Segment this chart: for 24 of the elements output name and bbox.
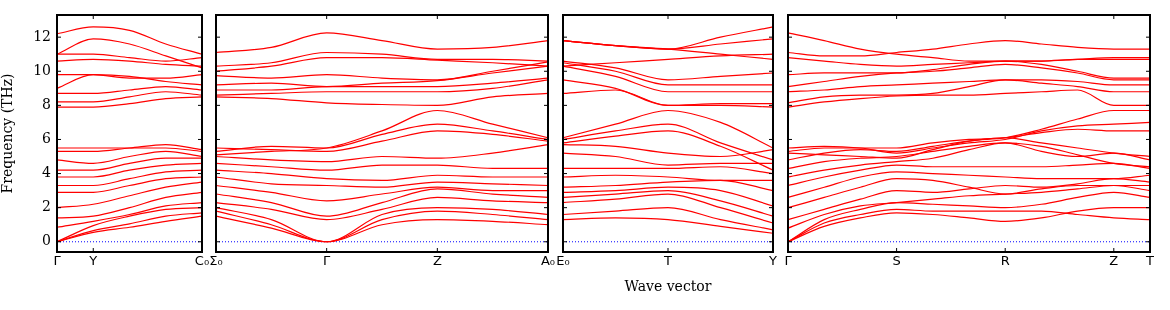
y-tick-label: 4 <box>42 164 52 181</box>
x-tick-label: A₀ <box>540 253 556 269</box>
x-tick-label: Γ <box>53 253 62 269</box>
y-tick-label: 8 <box>42 96 51 113</box>
x-tick-label: T <box>663 253 673 269</box>
x-axis-title: Wave vector <box>624 278 712 295</box>
x-tick-label: Y <box>768 253 778 269</box>
x-tick-label: R <box>1000 253 1010 269</box>
x-tick-label: Z <box>1109 253 1119 269</box>
x-tick-label: Z <box>432 253 442 269</box>
x-tick-label: Σ₀ <box>209 253 223 269</box>
y-tick-label: 12 <box>33 27 51 44</box>
x-tick-label: Γ <box>323 253 332 269</box>
y-tick-label: 10 <box>33 61 51 78</box>
x-tick-label: C₀ <box>194 253 210 269</box>
y-tick-label: 0 <box>42 232 51 249</box>
y-tick-label: 6 <box>42 130 52 147</box>
y-tick-label: 2 <box>42 198 51 215</box>
x-tick-label: S <box>892 253 901 269</box>
x-tick-label: Γ <box>784 253 793 269</box>
y-axis-title: Frequency (THz) <box>0 73 16 194</box>
x-tick-label: Y <box>88 253 98 269</box>
x-tick-label: T <box>1145 253 1155 269</box>
x-tick-label: E₀ <box>556 253 570 269</box>
